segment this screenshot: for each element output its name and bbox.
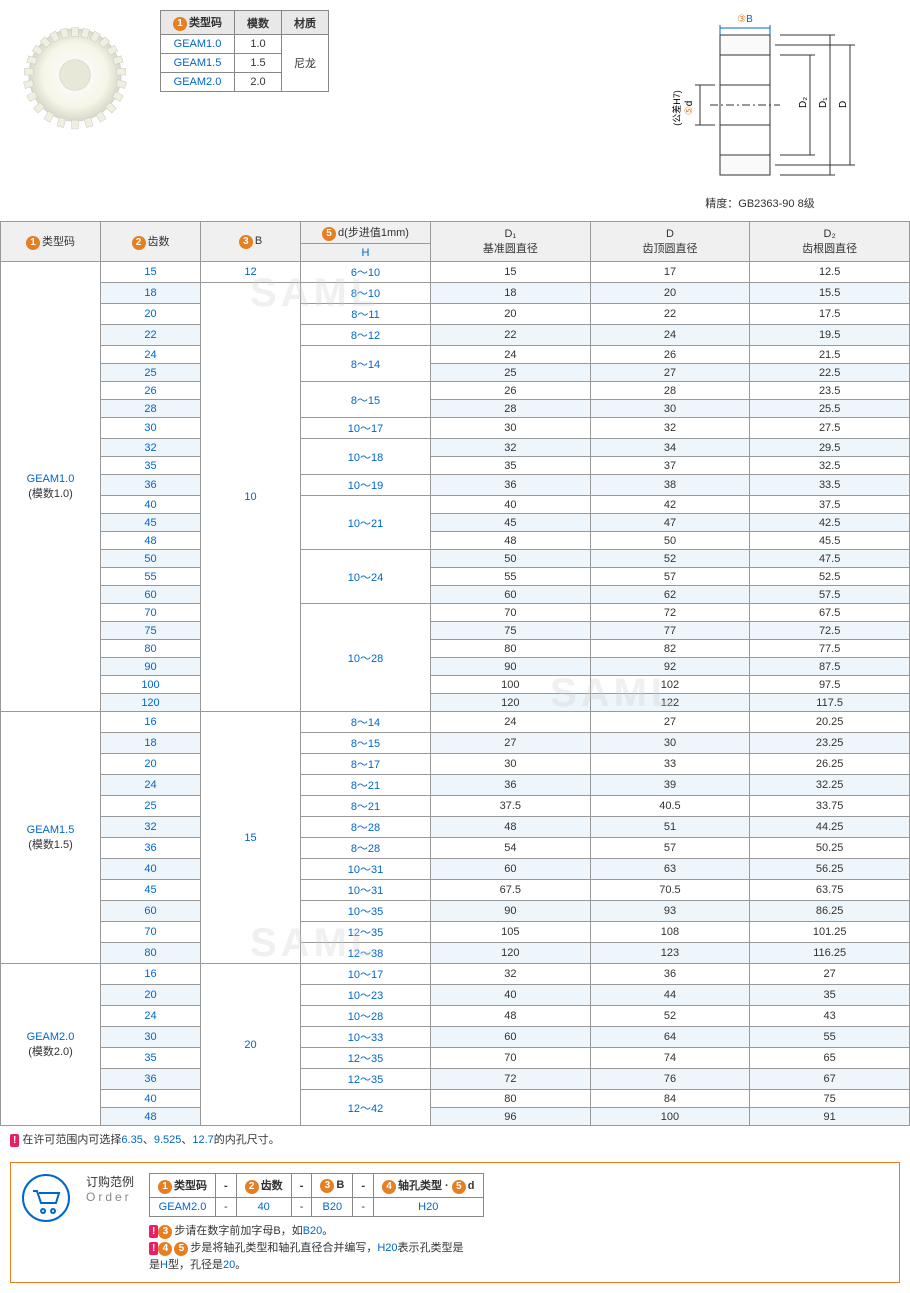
type-link[interactable]: GEAM1.5: [161, 54, 235, 73]
table-row: 3512～35707465: [1, 1048, 910, 1069]
th-d1: D₁基准圆直径: [431, 222, 591, 262]
diagram-area: ③B ⑤d (公差H7) D₂ D₁ D 精度：GB2363-90 8级: [620, 10, 900, 211]
table-row: 489610091: [1, 1108, 910, 1126]
table-row: 75757772.5: [1, 622, 910, 640]
table-row: 3210～18323429.5: [1, 439, 910, 457]
type-table: 1类型码 模数 材质 GEAM1.01.0尼龙 GEAM1.51.5 GEAM2…: [160, 10, 329, 92]
table-row: 228～12222419.5: [1, 325, 910, 346]
th-d2: D₂齿根圆直径: [750, 222, 910, 262]
table-row: 2410～28485243: [1, 1006, 910, 1027]
svg-text:D₂: D₂: [798, 97, 809, 108]
table-row: 18108～10182015.5: [1, 283, 910, 304]
table-row: GEAM1.0(模数1.0)15126～10151712.5: [1, 262, 910, 283]
table-row: 208～17303326.25: [1, 754, 910, 775]
order-icon-wrap: [21, 1173, 71, 1226]
table-row: 4010～21404237.5: [1, 496, 910, 514]
gear-image: [10, 10, 140, 140]
order-example-box: 订购范例 Order 1类型码 - 2齿数 - 3B - 4轴孔类型 · 5d …: [10, 1162, 900, 1283]
table-row: 188～15273023.25: [1, 733, 910, 754]
table-row: 368～28545750.25: [1, 838, 910, 859]
table-row: 60606257.5: [1, 586, 910, 604]
note-badge-icon: !: [10, 1134, 19, 1147]
table-row: 80808277.5: [1, 640, 910, 658]
svg-text:③B: ③B: [737, 14, 753, 25]
table-row: 10010010297.5: [1, 676, 910, 694]
th-material: 材质: [282, 11, 329, 35]
type-link[interactable]: GEAM2.0: [161, 73, 235, 92]
table-row: 3610～19363833.5: [1, 475, 910, 496]
table-row: 3010～17303227.5: [1, 418, 910, 439]
table-row: 7010～28707267.5: [1, 604, 910, 622]
table-row: 4010～31606356.25: [1, 859, 910, 880]
table-row: 248～14242621.5: [1, 346, 910, 364]
table-row: 248～21363932.25: [1, 775, 910, 796]
technical-diagram: ③B ⑤d (公差H7) D₂ D₁ D: [620, 10, 900, 190]
precision-text: 精度：GB2363-90 8级: [620, 195, 900, 211]
table-row: 208～11202217.5: [1, 304, 910, 325]
svg-text:D₁: D₁: [818, 97, 829, 108]
table-row: 4510～3167.570.563.75: [1, 880, 910, 901]
table-row: 8012～38120123116.25: [1, 943, 910, 964]
th-type: 1类型码: [1, 222, 101, 262]
svg-text:⑤d: ⑤d: [684, 101, 695, 116]
table-row: 328～28485144.25: [1, 817, 910, 838]
table-row: 3612～35727667: [1, 1069, 910, 1090]
table-row: 268～15262823.5: [1, 382, 910, 400]
order-notes: !3步请在数字前加字母B，如B20。 !45步是将轴孔类型和轴孔直径合并编写，H…: [149, 1222, 483, 1272]
table-row: 6010～35909386.25: [1, 901, 910, 922]
type-table-wrap: 1类型码 模数 材质 GEAM1.01.0尼龙 GEAM1.51.5 GEAM2…: [160, 10, 329, 211]
table-row: GEAM2.0(模数2.0)162010～17323627: [1, 964, 910, 985]
th-d: 5d(步进值1mm): [301, 222, 431, 244]
th-h: H: [301, 244, 431, 262]
type-link[interactable]: GEAM1.0: [161, 35, 235, 54]
table-row: 258～2137.540.533.75: [1, 796, 910, 817]
th-teeth: 2齿数: [101, 222, 201, 262]
footnote: ! 在许可范围内可选择6.35、9.525、12.7的内孔尺寸。: [0, 1126, 910, 1152]
th-type: 1类型码: [161, 11, 235, 35]
cart-icon: [21, 1173, 71, 1223]
table-row: 120120122117.5: [1, 694, 910, 712]
th-b: 3B: [201, 222, 301, 262]
top-section: 1类型码 模数 材质 GEAM1.01.0尼龙 GEAM1.51.5 GEAM2…: [0, 0, 910, 221]
table-row: 5010～24505247.5: [1, 550, 910, 568]
table-row: 28283025.5: [1, 400, 910, 418]
table-row: 55555752.5: [1, 568, 910, 586]
order-table: 1类型码 - 2齿数 - 3B - 4轴孔类型 · 5d GEAM2.0 - 4…: [149, 1173, 483, 1217]
table-row: 7012～35105108101.25: [1, 922, 910, 943]
th-module: 模数: [235, 11, 282, 35]
svg-text:(公差H7): (公差H7): [671, 90, 682, 126]
order-label-wrap: 订购范例 Order: [86, 1173, 134, 1204]
table-row: 25252722.5: [1, 364, 910, 382]
table-row: 2010～23404435: [1, 985, 910, 1006]
table-row: GEAM1.5(模数1.5)16158～14242720.25: [1, 712, 910, 733]
th-dd: D齿顶圆直径: [590, 222, 750, 262]
table-row: 3010～33606455: [1, 1027, 910, 1048]
svg-text:D: D: [838, 101, 849, 108]
table-row: 90909287.5: [1, 658, 910, 676]
table-row: 4012～42808475: [1, 1090, 910, 1108]
main-spec-table: 1类型码 2齿数 3B 5d(步进值1mm) D₁基准圆直径 D齿顶圆直径 D₂…: [0, 221, 910, 1126]
table-row: 35353732.5: [1, 457, 910, 475]
order-content: 1类型码 - 2齿数 - 3B - 4轴孔类型 · 5d GEAM2.0 - 4…: [149, 1173, 483, 1272]
table-row: 45454742.5: [1, 514, 910, 532]
table-row: 48485045.5: [1, 532, 910, 550]
